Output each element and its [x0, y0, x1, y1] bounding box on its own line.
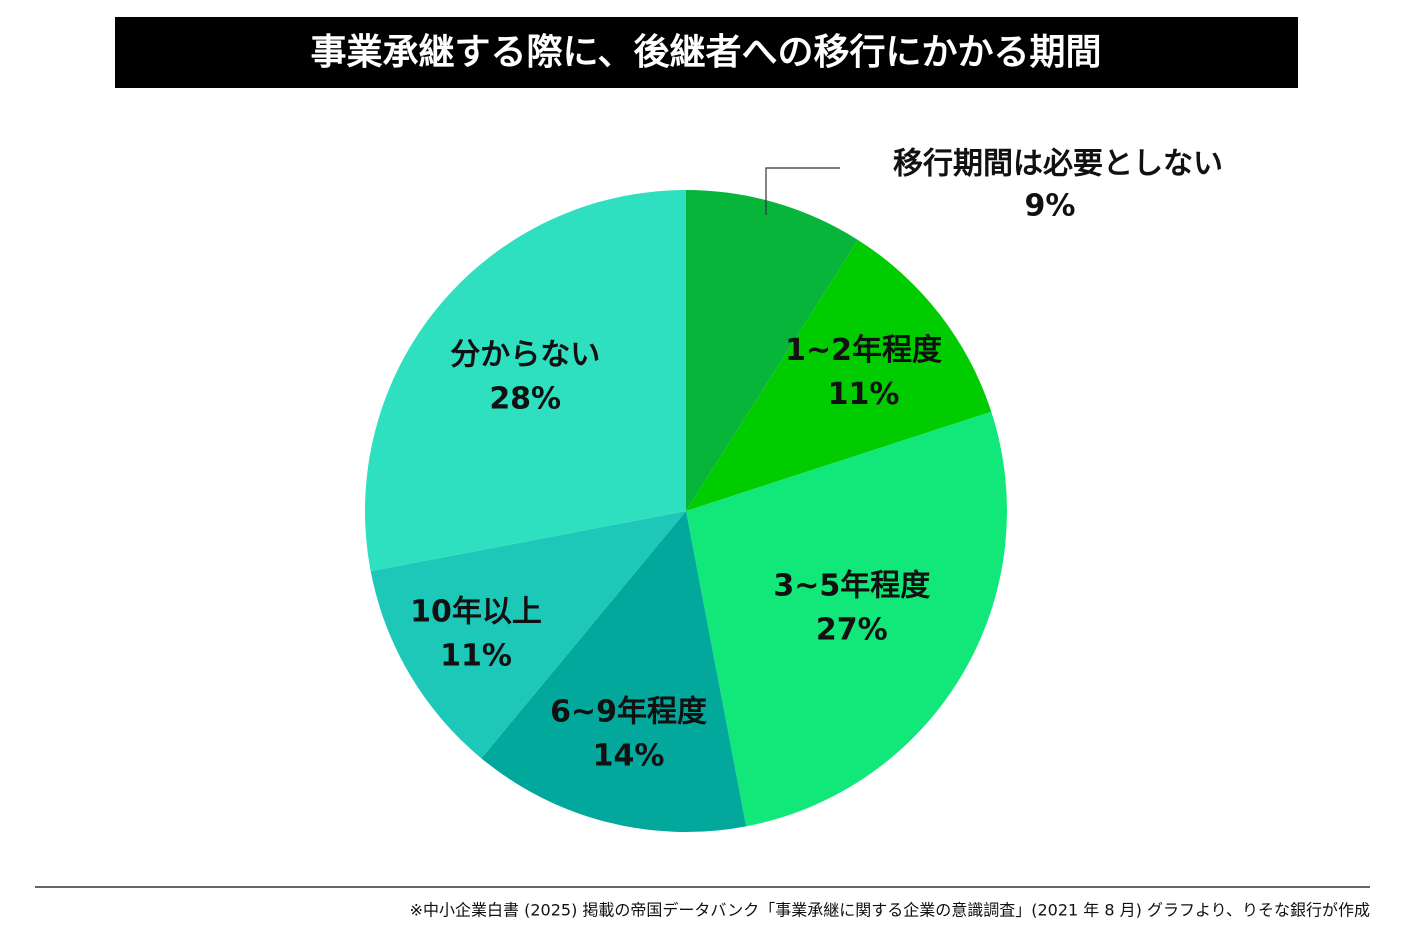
chart-title: 事業承継する際に、後継者への移行にかかる期間: [311, 32, 1102, 73]
pie-slice: [370, 511, 686, 759]
value-label: 11%: [828, 377, 900, 412]
value-label: 14%: [593, 738, 665, 773]
slice-label: 移行期間は必要としない: [893, 147, 1223, 182]
value-label: 11%: [440, 639, 512, 674]
pie-slice: [686, 239, 992, 511]
value-label: 9%: [1025, 189, 1076, 224]
pie-slice: [481, 511, 747, 833]
value-label: 28%: [489, 382, 561, 417]
slice-label: 1~2年程度: [785, 333, 942, 368]
title-bar: [115, 17, 1298, 88]
slice-label: 3~5年程度: [773, 569, 930, 604]
slice-label: 6~9年程度: [550, 694, 707, 729]
pie-slice: [686, 190, 859, 511]
slice-label: 10年以上: [410, 595, 542, 630]
value-label: 27%: [816, 613, 888, 648]
leader-line: [765, 167, 840, 215]
pie-slice: [365, 190, 686, 572]
pie-slice: [686, 411, 1007, 827]
source-note: ※中小企業白書 (2025) 掲載の帝国データバンク「事業承継に関する企業の意識…: [410, 901, 1370, 920]
slice-label: 分からない: [450, 338, 600, 373]
